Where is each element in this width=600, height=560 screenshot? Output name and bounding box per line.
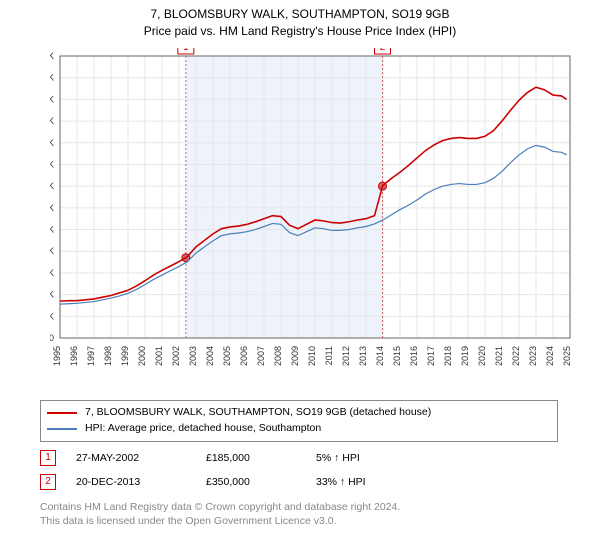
svg-text:2012: 2012: [341, 346, 351, 366]
footer-line-2: This data is licensed under the Open Gov…: [40, 514, 400, 528]
svg-text:2007: 2007: [256, 346, 266, 366]
svg-text:2014: 2014: [375, 346, 385, 366]
transaction-date-0: 27-MAY-2002: [76, 452, 206, 464]
transaction-row-0: 1 27-MAY-2002 £185,000 5% ↑ HPI: [40, 446, 436, 470]
svg-text:2024: 2024: [545, 346, 555, 366]
svg-text:£600K: £600K: [50, 73, 54, 83]
svg-text:1995: 1995: [52, 346, 62, 366]
svg-text:2009: 2009: [290, 346, 300, 366]
svg-text:£350K: £350K: [50, 181, 54, 191]
svg-text:2015: 2015: [392, 346, 402, 366]
svg-text:2002: 2002: [171, 346, 181, 366]
footer-line-1: Contains HM Land Registry data © Crown c…: [40, 500, 400, 514]
legend-label-0: 7, BLOOMSBURY WALK, SOUTHAMPTON, SO19 9G…: [85, 405, 431, 421]
legend-swatch-1: [47, 428, 77, 430]
svg-text:2017: 2017: [426, 346, 436, 366]
svg-text:2000: 2000: [137, 346, 147, 366]
svg-text:£450K: £450K: [50, 138, 54, 148]
chart-area: £0 £50K £100K £150K £200K £250K £300K £350K £400…: [50, 48, 580, 388]
svg-text:£200K: £200K: [50, 246, 54, 256]
title-line-1: 7, BLOOMSBURY WALK, SOUTHAMPTON, SO19 9G…: [0, 6, 600, 23]
page-root: 7, BLOOMSBURY WALK, SOUTHAMPTON, SO19 9G…: [0, 0, 600, 560]
line-chart: £0 £50K £100K £150K £200K £250K £300K £350K £400…: [50, 48, 580, 388]
title-line-2: Price paid vs. HM Land Registry's House …: [0, 23, 600, 40]
svg-text:2023: 2023: [528, 346, 538, 366]
marker-box-1: 2: [40, 474, 56, 490]
svg-text:2006: 2006: [239, 346, 249, 366]
svg-text:2016: 2016: [409, 346, 419, 366]
svg-text:2025: 2025: [562, 346, 572, 366]
svg-text:£300K: £300K: [50, 203, 54, 213]
svg-text:£0: £0: [50, 333, 54, 343]
svg-text:£100K: £100K: [50, 290, 54, 300]
svg-text:2022: 2022: [511, 346, 521, 366]
legend-swatch-0: [47, 412, 77, 414]
svg-text:£500K: £500K: [50, 116, 54, 126]
svg-text:£250K: £250K: [50, 225, 54, 235]
svg-text:£150K: £150K: [50, 268, 54, 278]
legend-row-1: HPI: Average price, detached house, Sout…: [47, 421, 551, 437]
svg-text:1999: 1999: [120, 346, 130, 366]
title-block: 7, BLOOMSBURY WALK, SOUTHAMPTON, SO19 9G…: [0, 0, 600, 40]
svg-text:2018: 2018: [443, 346, 453, 366]
svg-text:2004: 2004: [205, 346, 215, 366]
svg-text:2021: 2021: [494, 346, 504, 366]
transaction-row-1: 2 20-DEC-2013 £350,000 33% ↑ HPI: [40, 470, 436, 494]
svg-text:£400K: £400K: [50, 159, 54, 169]
transaction-price-0: £185,000: [206, 452, 316, 464]
transaction-price-1: £350,000: [206, 476, 316, 488]
svg-text:2008: 2008: [273, 346, 283, 366]
svg-text:2011: 2011: [324, 346, 334, 365]
svg-text:1998: 1998: [103, 346, 113, 366]
marker-box-0: 1: [40, 450, 56, 466]
svg-text:£550K: £550K: [50, 94, 54, 104]
svg-text:2003: 2003: [188, 346, 198, 366]
transactions-table: 1 27-MAY-2002 £185,000 5% ↑ HPI 2 20-DEC…: [40, 446, 436, 494]
svg-text:2019: 2019: [460, 346, 470, 366]
transaction-date-1: 20-DEC-2013: [76, 476, 206, 488]
svg-text:2005: 2005: [222, 346, 232, 366]
svg-text:£650K: £650K: [50, 51, 54, 61]
footer: Contains HM Land Registry data © Crown c…: [40, 500, 400, 528]
transaction-hpi-1: 33% ↑ HPI: [316, 476, 436, 488]
svg-text:2013: 2013: [358, 346, 368, 366]
svg-text:1996: 1996: [69, 346, 79, 366]
svg-text:2001: 2001: [154, 346, 164, 366]
svg-text:£50K: £50K: [50, 311, 54, 321]
transaction-hpi-0: 5% ↑ HPI: [316, 452, 436, 464]
legend: 7, BLOOMSBURY WALK, SOUTHAMPTON, SO19 9G…: [40, 400, 558, 442]
svg-text:2: 2: [380, 48, 386, 53]
legend-label-1: HPI: Average price, detached house, Sout…: [85, 421, 321, 437]
svg-text:2010: 2010: [307, 346, 317, 366]
svg-text:1: 1: [183, 48, 189, 53]
svg-text:1997: 1997: [86, 346, 96, 366]
svg-text:2020: 2020: [477, 346, 487, 366]
legend-row-0: 7, BLOOMSBURY WALK, SOUTHAMPTON, SO19 9G…: [47, 405, 551, 421]
